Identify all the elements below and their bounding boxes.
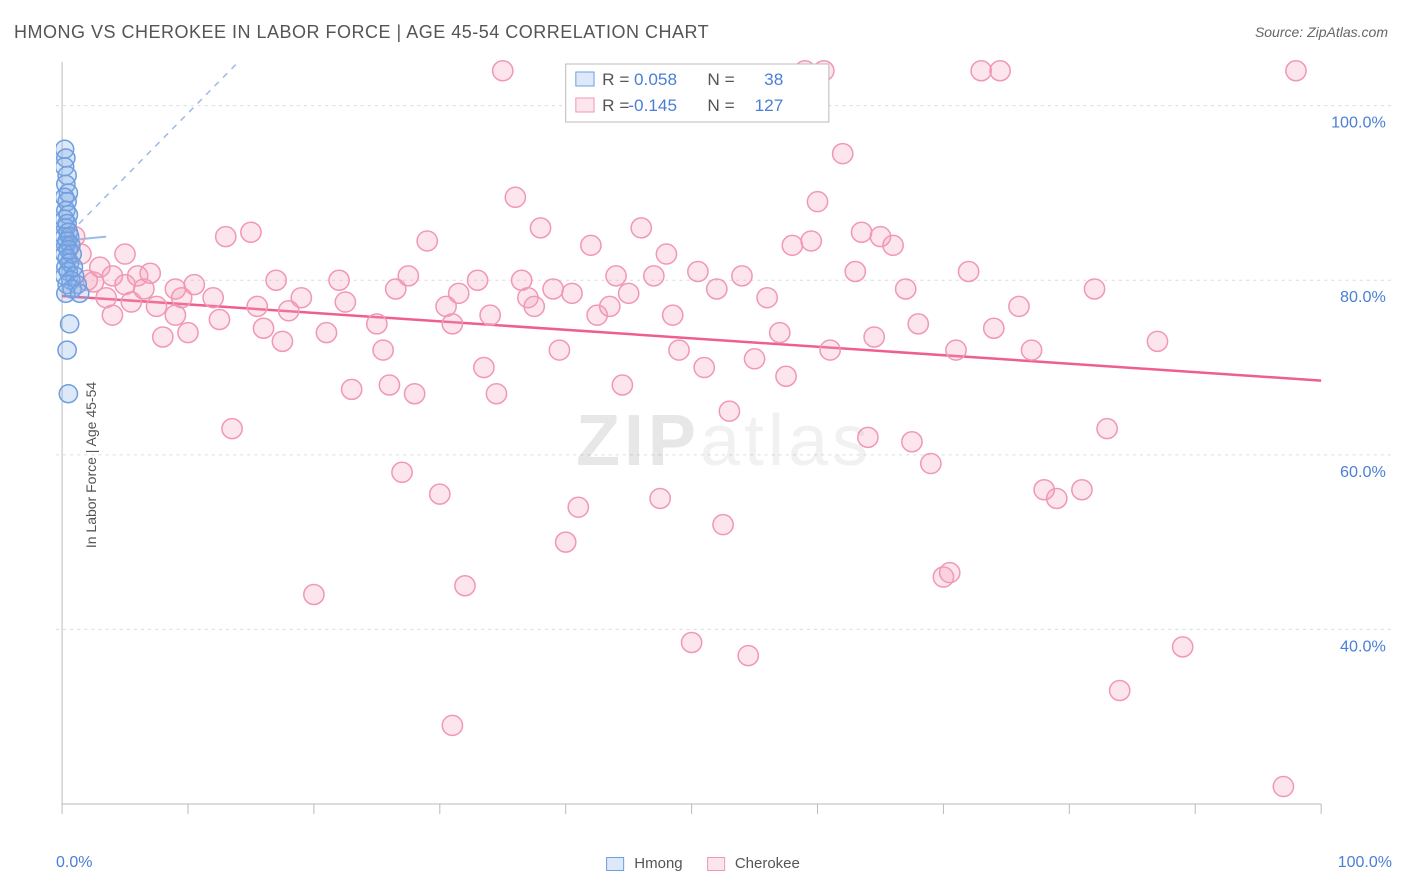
plot-area: 40.0%60.0%80.0%100.0%R =0.058N =38R =-0.… bbox=[56, 56, 1392, 826]
svg-text:R =: R = bbox=[602, 70, 629, 89]
x-axis-min-label: 0.0% bbox=[56, 854, 92, 872]
svg-text:80.0%: 80.0% bbox=[1340, 288, 1386, 306]
svg-text:60.0%: 60.0% bbox=[1340, 463, 1386, 481]
legend-item-hmong: Hmong bbox=[606, 855, 683, 872]
chart-title: HMONG VS CHEROKEE IN LABOR FORCE | AGE 4… bbox=[14, 22, 709, 43]
svg-text:38: 38 bbox=[764, 70, 783, 89]
legend-bottom: Hmong Cherokee bbox=[606, 855, 800, 872]
legend-label-hmong: Hmong bbox=[634, 855, 682, 872]
svg-text:40.0%: 40.0% bbox=[1340, 637, 1386, 655]
legend-swatch-cherokee bbox=[707, 857, 725, 871]
svg-text:100.0%: 100.0% bbox=[1331, 114, 1386, 132]
svg-text:-0.145: -0.145 bbox=[628, 96, 677, 115]
svg-text:N =: N = bbox=[707, 96, 734, 115]
legend-item-cherokee: Cherokee bbox=[707, 855, 800, 872]
source-attribution: Source: ZipAtlas.com bbox=[1255, 24, 1388, 40]
chart-svg: 40.0%60.0%80.0%100.0%R =0.058N =38R =-0.… bbox=[56, 56, 1392, 826]
svg-text:127: 127 bbox=[755, 96, 784, 115]
legend-label-cherokee: Cherokee bbox=[735, 855, 800, 872]
legend-swatch-hmong bbox=[606, 857, 624, 871]
svg-text:0.058: 0.058 bbox=[634, 70, 677, 89]
chart-container: In Labor Force | Age 45-54 40.0%60.0%80.… bbox=[14, 56, 1392, 874]
svg-text:R =: R = bbox=[602, 96, 629, 115]
svg-text:N =: N = bbox=[707, 70, 734, 89]
x-axis-max-label: 100.0% bbox=[1338, 854, 1392, 872]
